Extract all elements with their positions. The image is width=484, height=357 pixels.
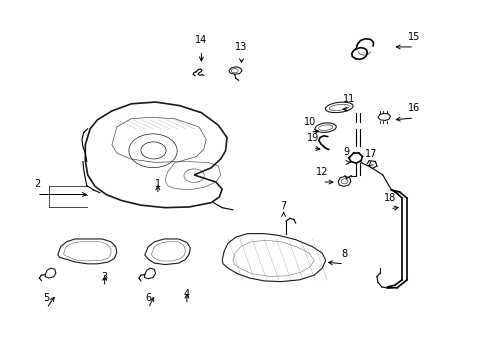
Text: 13: 13 xyxy=(235,42,247,52)
Text: 3: 3 xyxy=(102,272,107,282)
Text: 1: 1 xyxy=(154,179,161,189)
Text: 10: 10 xyxy=(303,117,316,127)
Text: 18: 18 xyxy=(383,193,395,203)
Text: 15: 15 xyxy=(407,31,420,41)
Text: 2: 2 xyxy=(34,179,40,189)
Text: 19: 19 xyxy=(306,133,318,143)
Text: 9: 9 xyxy=(343,147,349,157)
Text: 4: 4 xyxy=(183,290,190,300)
Text: 5: 5 xyxy=(44,293,50,303)
Text: 8: 8 xyxy=(340,248,347,258)
Text: 11: 11 xyxy=(342,94,354,104)
Text: 7: 7 xyxy=(280,201,286,211)
Text: 17: 17 xyxy=(363,149,376,159)
Text: 6: 6 xyxy=(145,293,151,303)
Text: 16: 16 xyxy=(407,103,420,113)
Text: 14: 14 xyxy=(195,35,207,45)
Text: 12: 12 xyxy=(316,167,328,177)
